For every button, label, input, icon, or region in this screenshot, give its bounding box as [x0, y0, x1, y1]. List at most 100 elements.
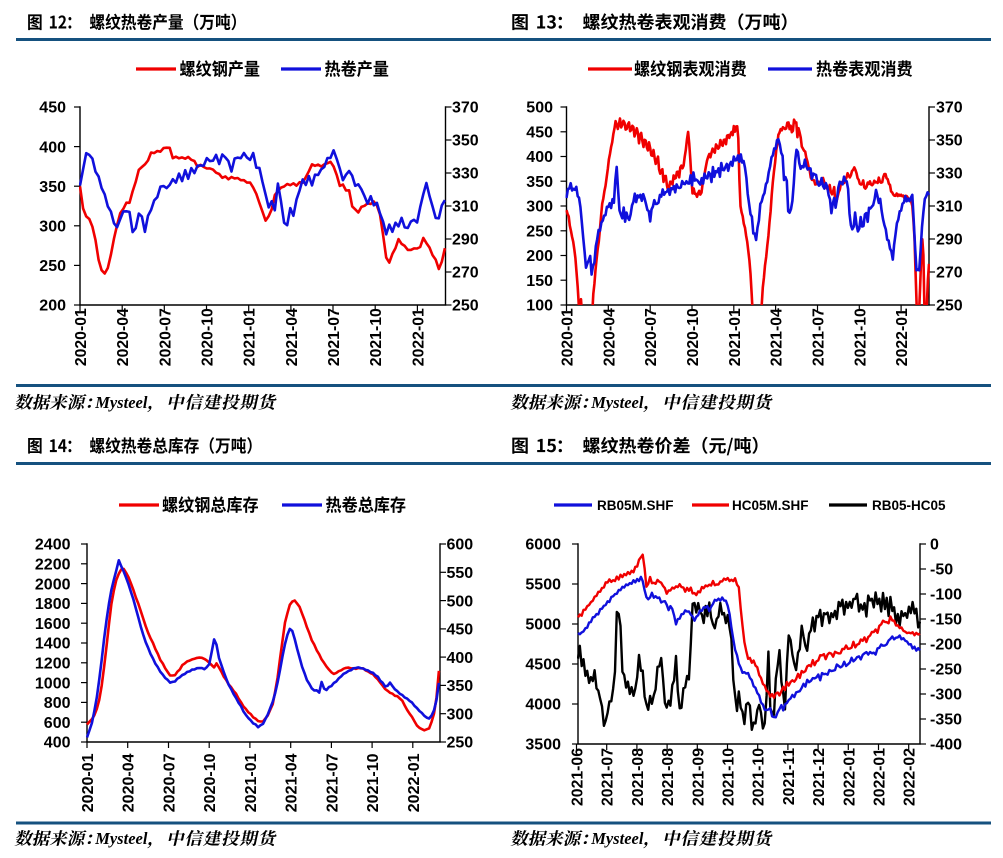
svg-text:1200: 1200	[35, 656, 71, 673]
svg-text:2020-07: 2020-07	[643, 308, 660, 366]
svg-text:250: 250	[936, 298, 963, 315]
svg-text:400: 400	[44, 735, 71, 752]
svg-text:350: 350	[526, 174, 553, 191]
svg-text:2020-10: 2020-10	[200, 308, 217, 366]
svg-text:HC05M.SHF: HC05M.SHF	[732, 498, 809, 513]
svg-text:500: 500	[526, 100, 553, 117]
svg-text:200: 200	[526, 248, 553, 265]
svg-text:2021-09: 2021-09	[690, 748, 707, 806]
svg-text:310: 310	[452, 199, 479, 216]
svg-text:550: 550	[447, 565, 474, 582]
svg-text:2022-02: 2022-02	[902, 748, 919, 806]
svg-text:150: 150	[526, 273, 553, 290]
svg-text:Mysteel: Mysteel	[94, 829, 148, 848]
svg-text:270: 270	[936, 265, 963, 282]
svg-text:2200: 2200	[35, 557, 71, 574]
svg-text:1800: 1800	[35, 596, 71, 613]
svg-text:2020-10: 2020-10	[202, 753, 219, 812]
svg-text:2021-06: 2021-06	[570, 748, 587, 806]
svg-text:4500: 4500	[525, 657, 561, 674]
svg-text:1400: 1400	[35, 636, 71, 653]
svg-text:2021-10: 2021-10	[721, 748, 738, 806]
svg-text:600: 600	[447, 537, 474, 554]
svg-text:2020-07: 2020-07	[157, 308, 174, 366]
svg-text:250: 250	[39, 258, 66, 275]
svg-text:1600: 1600	[35, 616, 71, 633]
svg-text:200: 200	[39, 298, 66, 315]
svg-text:400: 400	[526, 149, 553, 166]
svg-text:5000: 5000	[525, 617, 561, 634]
svg-text:RB05M.SHF: RB05M.SHF	[597, 498, 674, 513]
svg-text:1000: 1000	[35, 675, 71, 692]
svg-text:370: 370	[936, 100, 963, 117]
svg-text:290: 290	[936, 232, 963, 249]
svg-text:2021-04: 2021-04	[769, 308, 786, 366]
svg-text:100: 100	[526, 298, 553, 315]
svg-text:400: 400	[39, 139, 66, 156]
svg-text:2022-01: 2022-01	[410, 308, 427, 366]
svg-text:3500: 3500	[525, 737, 561, 754]
svg-text:330: 330	[936, 166, 963, 183]
svg-text:0: 0	[930, 537, 939, 554]
svg-text:-350: -350	[930, 712, 962, 729]
svg-text:300: 300	[526, 199, 553, 216]
svg-text:450: 450	[39, 100, 66, 117]
svg-text:4000: 4000	[525, 697, 561, 714]
svg-text:250: 250	[447, 735, 474, 752]
svg-text:350: 350	[447, 678, 474, 695]
svg-text:RB05-HC05: RB05-HC05	[872, 498, 946, 513]
svg-text:2021-10: 2021-10	[365, 753, 382, 812]
svg-text:Mysteel: Mysteel	[590, 393, 644, 412]
svg-text:2021-04: 2021-04	[284, 753, 301, 812]
svg-text:2000: 2000	[35, 576, 71, 593]
svg-text:370: 370	[452, 100, 479, 117]
svg-text:2022-01: 2022-01	[872, 748, 889, 806]
svg-text:350: 350	[39, 179, 66, 196]
svg-text:2020-01: 2020-01	[560, 308, 577, 366]
svg-text:2020-04: 2020-04	[121, 753, 138, 812]
svg-text:330: 330	[452, 166, 479, 183]
svg-text:2021-10: 2021-10	[852, 308, 869, 366]
svg-text:250: 250	[452, 298, 479, 315]
svg-text:2022-01: 2022-01	[894, 308, 911, 366]
svg-text:800: 800	[44, 695, 71, 712]
svg-text:2020-01: 2020-01	[80, 753, 97, 812]
svg-text:350: 350	[936, 133, 963, 150]
svg-text:-250: -250	[930, 662, 962, 679]
svg-text:Mysteel: Mysteel	[94, 393, 148, 412]
svg-text:350: 350	[452, 133, 479, 150]
svg-text:310: 310	[936, 199, 963, 216]
svg-text:2021-04: 2021-04	[284, 308, 301, 366]
svg-text:2400: 2400	[35, 537, 71, 554]
svg-text:2022-01: 2022-01	[406, 753, 423, 812]
svg-text:2021-07: 2021-07	[811, 308, 828, 366]
svg-text:2021-12: 2021-12	[811, 748, 828, 806]
svg-text:2020-10: 2020-10	[685, 308, 702, 366]
svg-text:2021-01: 2021-01	[242, 308, 259, 366]
svg-text:2021-10: 2021-10	[368, 308, 385, 366]
svg-text:6000: 6000	[525, 537, 561, 554]
svg-text:2020-01: 2020-01	[73, 308, 90, 366]
svg-text:-200: -200	[930, 637, 962, 654]
svg-text:Mysteel: Mysteel	[590, 829, 644, 848]
svg-text:400: 400	[447, 650, 474, 667]
svg-text:2021-01: 2021-01	[243, 753, 260, 812]
svg-text:450: 450	[447, 622, 474, 639]
svg-text:2021-10: 2021-10	[751, 748, 768, 806]
svg-text:-300: -300	[930, 687, 962, 704]
svg-text:2021-11: 2021-11	[781, 748, 798, 805]
svg-text:600: 600	[44, 715, 71, 732]
svg-text:300: 300	[39, 219, 66, 236]
svg-text:2020-04: 2020-04	[115, 308, 132, 366]
svg-text:-50: -50	[930, 562, 953, 579]
svg-text:450: 450	[526, 124, 553, 141]
svg-text:250: 250	[526, 223, 553, 240]
svg-text:2020-07: 2020-07	[162, 753, 179, 812]
svg-text:290: 290	[452, 232, 479, 249]
svg-text:2022-01: 2022-01	[841, 748, 858, 806]
svg-text:2021-01: 2021-01	[727, 308, 744, 366]
svg-text:2020-04: 2020-04	[601, 308, 618, 366]
svg-text:270: 270	[452, 265, 479, 282]
svg-text:2021-07: 2021-07	[324, 753, 341, 812]
svg-text:300: 300	[447, 706, 474, 723]
